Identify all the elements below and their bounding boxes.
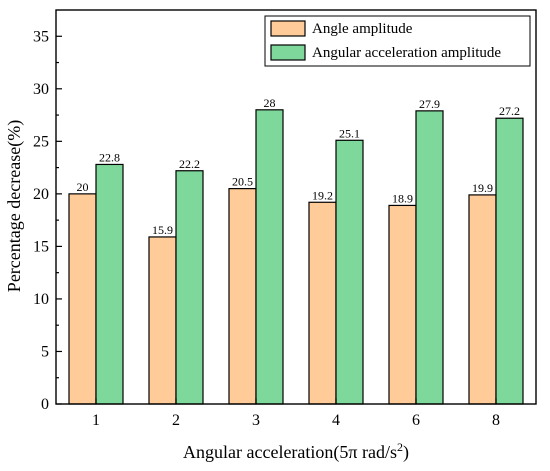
y-axis-ticks: 0 5 10 15 20 25 30 35 <box>33 28 62 413</box>
y-tick-label-25: 25 <box>33 133 49 150</box>
legend-label-angle-amplitude: Angle amplitude <box>312 21 413 37</box>
bars-layer <box>68 109 524 405</box>
x-axis-ticks: 1 2 3 4 6 8 <box>92 398 500 429</box>
y-tick-label-15: 15 <box>33 238 49 255</box>
y-axis-title: Percentage decrease(%) <box>4 120 25 292</box>
bar-angular-acceleration-amplitude-2 <box>175 170 204 405</box>
x-tick-label-4: 4 <box>332 412 340 429</box>
data-label-angular-acceleration-amplitude-4: 25.1 <box>339 126 360 140</box>
y-tick-label-5: 5 <box>41 343 49 360</box>
data-label-angle-amplitude-1: 20 <box>77 180 89 194</box>
bar-angle-amplitude-6 <box>388 204 417 405</box>
data-label-angular-acceleration-amplitude-8: 27.2 <box>499 104 520 118</box>
data-label-angular-acceleration-amplitude-1: 22.8 <box>99 150 120 164</box>
bar-angle-amplitude-4 <box>308 201 337 405</box>
x-tick-label-2: 2 <box>172 412 180 429</box>
bar-angular-acceleration-amplitude-6 <box>415 110 444 405</box>
x-tick-label-8: 8 <box>492 412 500 429</box>
data-label-angular-acceleration-amplitude-6: 27.9 <box>419 97 440 111</box>
data-label-angle-amplitude-2: 15.9 <box>152 223 173 237</box>
x-axis-title-superscript: 2 <box>397 440 403 454</box>
bar-angular-acceleration-amplitude-8 <box>495 117 524 405</box>
bar-angular-acceleration-amplitude-3 <box>255 109 284 405</box>
legend-swatch-angular-acceleration-amplitude <box>270 44 306 61</box>
plot-frame <box>55 9 537 405</box>
legend-swatch-angle-amplitude <box>270 20 306 37</box>
data-labels-layer: 20 22.8 15.9 22.2 20.5 28 19.2 25.1 18.9 27.9 19.9… <box>77 96 521 237</box>
data-label-angle-amplitude-8: 19.9 <box>472 181 493 195</box>
data-label-angular-acceleration-amplitude-2: 22.2 <box>179 157 200 171</box>
bar-angle-amplitude-1 <box>68 193 97 405</box>
y-tick-label-10: 10 <box>33 291 49 308</box>
legend-box <box>264 15 531 67</box>
x-axis-title: Angular acceleration(5π rad/s2) <box>183 440 409 463</box>
y-tick-label-35: 35 <box>33 28 49 45</box>
y-tick-label-20: 20 <box>33 186 49 203</box>
x-tick-label-3: 3 <box>252 412 260 429</box>
data-label-angle-amplitude-4: 19.2 <box>312 188 333 202</box>
x-tick-label-6: 6 <box>412 412 420 429</box>
bar-angle-amplitude-3 <box>228 188 257 405</box>
data-label-angular-acceleration-amplitude-3: 28 <box>264 96 276 110</box>
legend-label-angular-acceleration-amplitude: Angular acceleration amplitude <box>312 45 501 61</box>
x-axis-title-close: ) <box>403 442 409 463</box>
y-tick-label-0: 0 <box>41 396 49 413</box>
data-label-angle-amplitude-3: 20.5 <box>232 175 253 189</box>
x-axis-title-main: Angular acceleration(5π rad/s <box>183 442 397 463</box>
data-label-angle-amplitude-6: 18.9 <box>392 191 413 205</box>
y-tick-label-30: 30 <box>33 81 49 98</box>
bar-angular-acceleration-amplitude-4 <box>335 139 364 405</box>
x-tick-label-1: 1 <box>92 412 100 429</box>
bar-angle-amplitude-2 <box>148 236 177 405</box>
bar-angle-amplitude-8 <box>468 194 497 405</box>
bar-angular-acceleration-amplitude-1 <box>95 163 124 405</box>
legend: Angle amplitude Angular acceleration amp… <box>264 15 531 67</box>
